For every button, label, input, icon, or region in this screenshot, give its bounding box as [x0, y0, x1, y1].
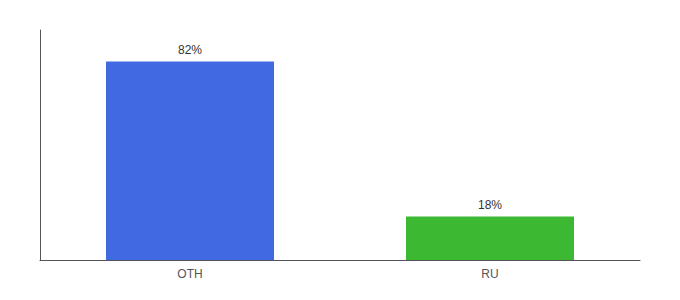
svg-text:18%: 18% [478, 198, 502, 212]
svg-text:82%: 82% [178, 43, 202, 57]
svg-text:OTH: OTH [177, 267, 202, 281]
svg-text:RU: RU [481, 267, 498, 281]
